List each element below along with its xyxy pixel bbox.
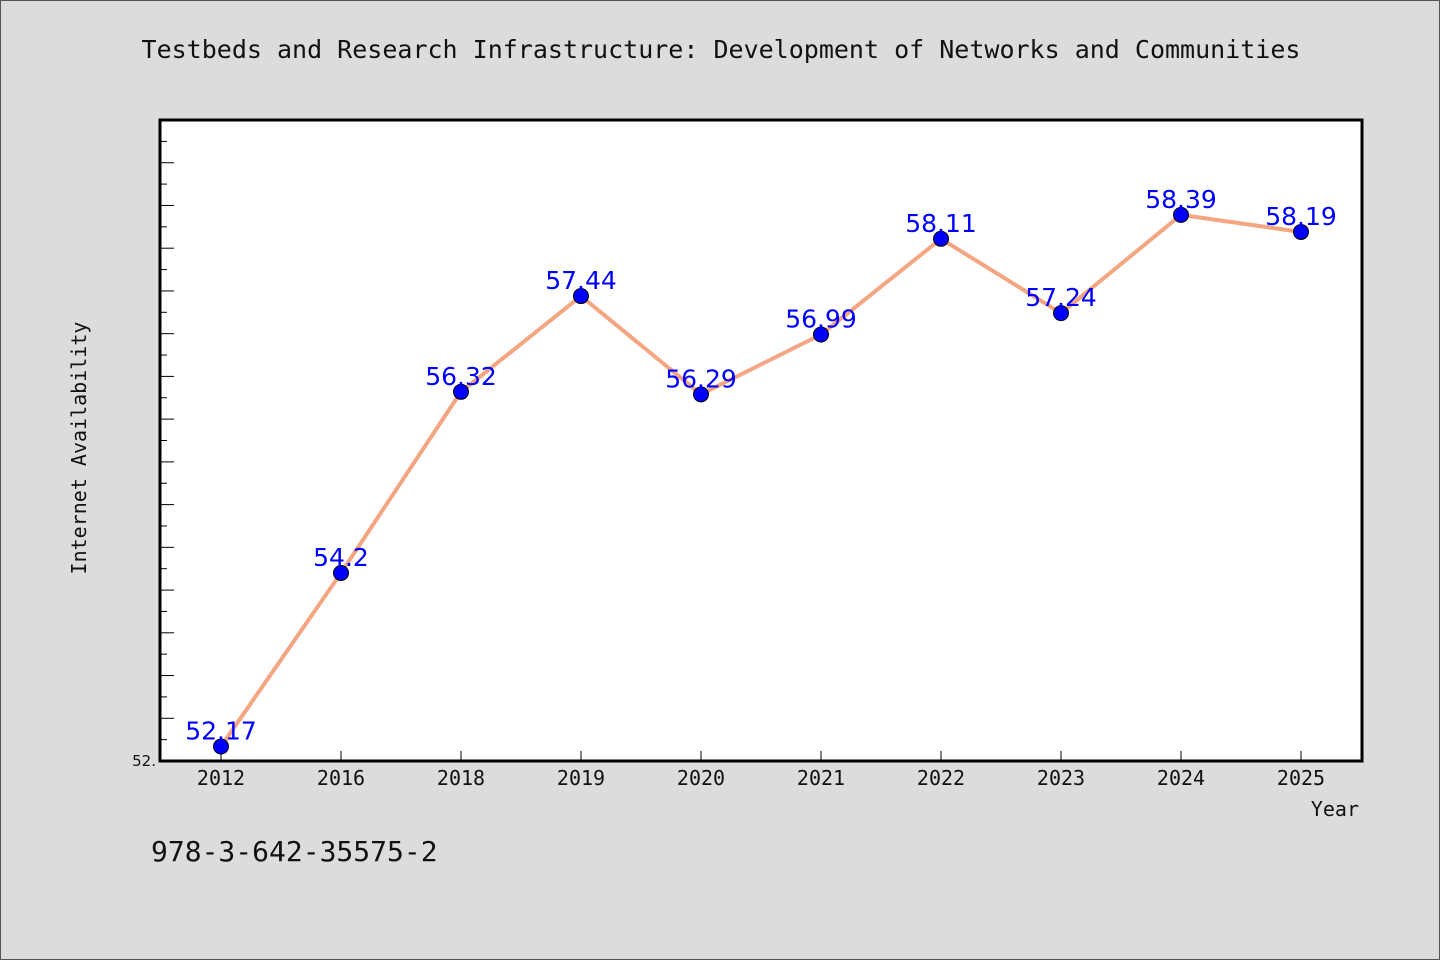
data-point: [573, 288, 589, 305]
series-line: [219, 212, 1303, 749]
data-label: 54.2: [313, 543, 369, 572]
x-tick-label: 2023: [1037, 766, 1085, 790]
x-tick-label: 2025: [1277, 766, 1325, 790]
data-point: [333, 564, 349, 581]
data-point: [453, 383, 469, 400]
data-label: 56.29: [665, 364, 737, 393]
data-label: 57.44: [545, 266, 617, 295]
x-tick-label: 2018: [437, 766, 485, 790]
data-point: [813, 326, 829, 343]
x-tick-label: 2024: [1157, 766, 1205, 790]
data-label-layer: 52.17 54.2 56.32 57.44 56.29 56.99 58.11 57.24 5…: [185, 185, 1337, 746]
x-tick-label: 2021: [797, 766, 845, 790]
x-tick-label: 2022: [917, 766, 965, 790]
data-label: 52.17: [185, 716, 257, 745]
data-label: 58.39: [1145, 185, 1217, 214]
x-tick-label: 2012: [197, 766, 245, 790]
x-tick-label: 2020: [677, 766, 725, 790]
data-point: [1053, 305, 1069, 322]
data-label: 58.11: [905, 209, 977, 238]
data-point: [213, 738, 229, 755]
y-tick-label: 52.: [132, 752, 156, 770]
series-layer: [213, 206, 1309, 755]
data-label: 56.32: [425, 362, 497, 391]
x-axis-label: Year: [1310, 797, 1359, 821]
data-point: [693, 386, 709, 403]
data-point: [933, 230, 949, 247]
data-label: 57.24: [1025, 283, 1097, 312]
data-point: [1293, 223, 1309, 240]
data-label: 56.99: [785, 305, 857, 334]
data-point: [1173, 206, 1189, 223]
footer-code: 978-3-642-35575-2: [151, 835, 438, 868]
data-label: 58.19: [1265, 202, 1337, 231]
x-axis-ticks: 2012 2016 2018 2019 2020 2021 2022 2023 2024 2025: [197, 751, 1325, 790]
x-tick-label: 2019: [557, 766, 605, 790]
chart-title: Testbeds and Research Infrastructure: De…: [141, 35, 1301, 64]
y-axis-ticks: 52.: [132, 119, 174, 770]
x-tick-label: 2016: [317, 766, 365, 790]
plot-area: [158, 118, 1364, 763]
